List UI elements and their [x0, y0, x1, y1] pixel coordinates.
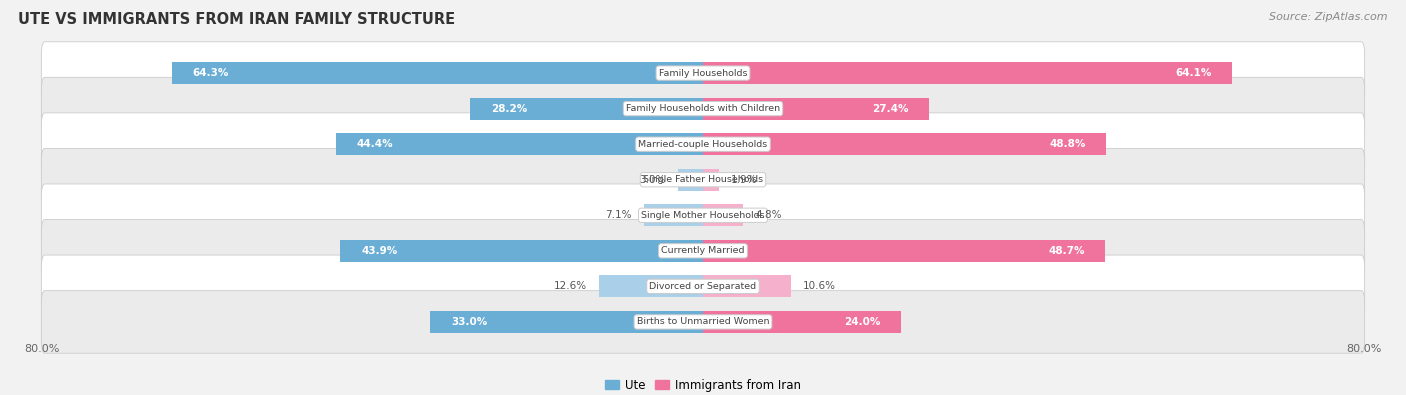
FancyBboxPatch shape: [41, 149, 1365, 211]
FancyBboxPatch shape: [41, 42, 1365, 104]
Bar: [340, 240, 703, 262]
FancyBboxPatch shape: [41, 255, 1365, 318]
Text: 4.8%: 4.8%: [755, 210, 782, 220]
Bar: [703, 62, 1233, 84]
Bar: [703, 311, 901, 333]
Text: Single Mother Households: Single Mother Households: [641, 211, 765, 220]
Text: 43.9%: 43.9%: [361, 246, 398, 256]
Bar: [703, 133, 1107, 155]
Bar: [703, 98, 929, 120]
Text: Family Households: Family Households: [659, 69, 747, 77]
Bar: [336, 133, 703, 155]
FancyBboxPatch shape: [41, 113, 1365, 175]
Text: 48.7%: 48.7%: [1047, 246, 1084, 256]
Text: Single Father Households: Single Father Households: [643, 175, 763, 184]
Text: UTE VS IMMIGRANTS FROM IRAN FAMILY STRUCTURE: UTE VS IMMIGRANTS FROM IRAN FAMILY STRUC…: [18, 12, 456, 27]
FancyBboxPatch shape: [41, 291, 1365, 353]
Text: 27.4%: 27.4%: [872, 103, 908, 114]
Bar: [430, 311, 703, 333]
Text: 64.1%: 64.1%: [1175, 68, 1212, 78]
Bar: [644, 204, 703, 226]
Text: 3.0%: 3.0%: [640, 175, 666, 185]
Text: Family Households with Children: Family Households with Children: [626, 104, 780, 113]
Bar: [703, 275, 790, 297]
Legend: Ute, Immigrants from Iran: Ute, Immigrants from Iran: [600, 374, 806, 395]
Bar: [703, 169, 718, 191]
Bar: [703, 240, 1105, 262]
Text: 64.3%: 64.3%: [193, 68, 229, 78]
Text: 44.4%: 44.4%: [357, 139, 394, 149]
FancyBboxPatch shape: [41, 77, 1365, 140]
Text: Births to Unmarried Women: Births to Unmarried Women: [637, 318, 769, 326]
Text: 24.0%: 24.0%: [844, 317, 880, 327]
FancyBboxPatch shape: [41, 184, 1365, 246]
Text: 7.1%: 7.1%: [606, 210, 631, 220]
Bar: [470, 98, 703, 120]
Text: Currently Married: Currently Married: [661, 246, 745, 255]
Text: 10.6%: 10.6%: [803, 281, 837, 292]
Bar: [703, 204, 742, 226]
Text: Married-couple Households: Married-couple Households: [638, 140, 768, 149]
Text: 48.8%: 48.8%: [1049, 139, 1085, 149]
Text: 12.6%: 12.6%: [554, 281, 586, 292]
Bar: [599, 275, 703, 297]
FancyBboxPatch shape: [41, 220, 1365, 282]
Text: 28.2%: 28.2%: [491, 103, 527, 114]
Bar: [678, 169, 703, 191]
Text: Source: ZipAtlas.com: Source: ZipAtlas.com: [1270, 12, 1388, 22]
Bar: [172, 62, 703, 84]
Text: Divorced or Separated: Divorced or Separated: [650, 282, 756, 291]
Text: 1.9%: 1.9%: [731, 175, 758, 185]
Text: 33.0%: 33.0%: [451, 317, 488, 327]
